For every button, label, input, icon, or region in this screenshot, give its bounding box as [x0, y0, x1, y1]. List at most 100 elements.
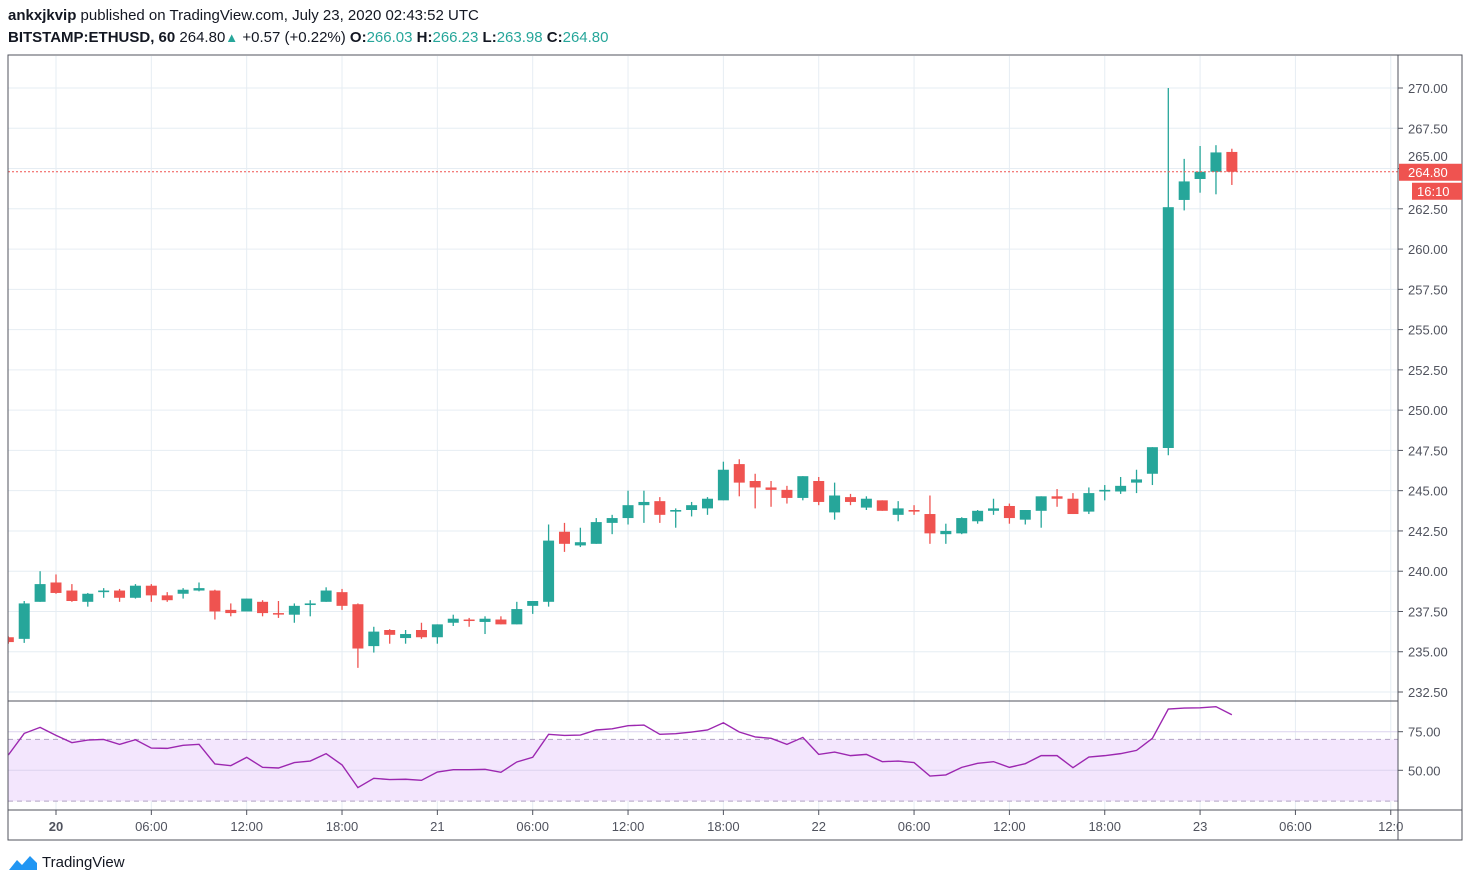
- candle-body: [18, 603, 30, 639]
- candle-body: [1035, 496, 1047, 511]
- y-tick-label: 265.00: [1408, 149, 1448, 164]
- candle-body: [66, 590, 78, 602]
- candle-body: [924, 514, 936, 534]
- x-tick-label: 20: [49, 819, 63, 834]
- y-tick-label: 267.50: [1408, 121, 1448, 136]
- candle-body: [511, 609, 523, 625]
- candle-body: [1099, 489, 1111, 492]
- candle-body: [1115, 485, 1127, 492]
- candle-body: [1194, 171, 1206, 180]
- publish-info: ankxjkvip published on TradingView.com, …: [8, 7, 479, 24]
- up-triangle-icon: ▲: [225, 30, 239, 45]
- candle-body: [590, 522, 602, 544]
- candle-body: [1178, 181, 1190, 200]
- y-tick-label: 235.00: [1408, 645, 1448, 660]
- countdown-label: 16:10: [1417, 184, 1450, 199]
- x-tick-label: 12:0: [1378, 819, 1403, 834]
- candle-body: [988, 508, 1000, 511]
- y-tick-label: 270.00: [1408, 81, 1448, 96]
- candle-body: [241, 598, 253, 612]
- candle-body: [781, 489, 793, 498]
- candle-body: [797, 476, 809, 498]
- candle-body: [622, 505, 634, 519]
- candle-body: [336, 592, 348, 606]
- candle-body: [272, 613, 284, 615]
- candle-body: [495, 619, 507, 625]
- chart-frame: [7, 54, 1463, 841]
- x-tick-label: 21: [430, 819, 444, 834]
- candle-body: [813, 481, 825, 502]
- x-tick-label: 12:00: [993, 819, 1026, 834]
- symbol-name: BITSTAMP:ETHUSD, 60: [8, 29, 176, 46]
- candle-body: [1162, 207, 1174, 448]
- candle-body: [1067, 498, 1079, 515]
- candle-body: [606, 518, 618, 523]
- candle-body: [209, 590, 221, 612]
- y-tick-label: 250.00: [1408, 403, 1448, 418]
- candle-body: [34, 584, 46, 602]
- x-tick-label: 18:00: [707, 819, 740, 834]
- close-label: C:: [546, 29, 563, 46]
- candle-body: [845, 497, 856, 502]
- candle-body: [479, 618, 491, 622]
- candle-body: [829, 495, 841, 513]
- y-tick-label: 257.50: [1408, 282, 1448, 297]
- rsi-y-tick-label: 75.00: [1408, 725, 1441, 740]
- candle-body: [304, 603, 316, 606]
- candle-body: [352, 604, 364, 649]
- candle-body: [686, 505, 698, 511]
- candle-body: [98, 590, 110, 593]
- candle-body: [400, 634, 412, 639]
- x-tick-label: 06:00: [516, 819, 549, 834]
- y-tick-label: 237.50: [1408, 604, 1448, 619]
- high-value: 266.23: [432, 29, 479, 46]
- candle-body: [193, 588, 205, 591]
- candle-body: [129, 585, 141, 598]
- candle-body: [145, 585, 157, 596]
- candle-body: [1019, 510, 1031, 520]
- countdown-badge: [1412, 182, 1462, 200]
- candle-body: [527, 601, 539, 606]
- candle-body: [415, 630, 427, 638]
- candle-body: [82, 593, 94, 602]
- candle-body: [1003, 505, 1015, 519]
- candle-body: [956, 518, 968, 534]
- candle-body: [50, 582, 62, 593]
- candle-body: [225, 609, 237, 614]
- candle-body: [320, 590, 332, 602]
- candle-body: [447, 618, 459, 623]
- candle-body: [368, 631, 380, 647]
- candle-body: [749, 481, 761, 488]
- low-value: 263.98: [496, 29, 543, 46]
- candle-body: [114, 590, 126, 598]
- author-name: ankxjkvip: [8, 7, 77, 24]
- y-tick-label: 252.50: [1408, 363, 1448, 378]
- x-tick-label: 18:00: [326, 819, 359, 834]
- candle-body: [638, 501, 650, 506]
- last-price: 264.80: [179, 29, 226, 46]
- candle-body: [463, 619, 475, 622]
- candle-body: [733, 464, 745, 483]
- close-value: 264.80: [562, 29, 609, 46]
- candle-body: [1051, 496, 1063, 499]
- candle-body: [670, 510, 682, 512]
- y-tick-label: 240.00: [1408, 564, 1448, 579]
- price-change: +0.57 (+0.22%): [242, 29, 346, 46]
- candle-body: [1210, 152, 1222, 172]
- x-tick-label: 18:00: [1088, 819, 1121, 834]
- candle-body: [574, 542, 586, 546]
- x-tick-label: 06:00: [898, 819, 931, 834]
- candle-body: [177, 589, 189, 594]
- brand-name: TradingView: [42, 853, 125, 871]
- candle-body: [257, 601, 269, 614]
- candle-body: [1083, 493, 1095, 512]
- candle-body: [717, 469, 729, 501]
- y-tick-label: 262.50: [1408, 202, 1448, 217]
- open-label: O:: [349, 29, 367, 46]
- candle-body: [860, 498, 872, 508]
- candle-body: [558, 531, 570, 544]
- candle-body: [892, 508, 904, 515]
- tradingview-logo[interactable]: TradingView: [8, 853, 125, 871]
- last-price-label: 264.80: [1408, 165, 1448, 180]
